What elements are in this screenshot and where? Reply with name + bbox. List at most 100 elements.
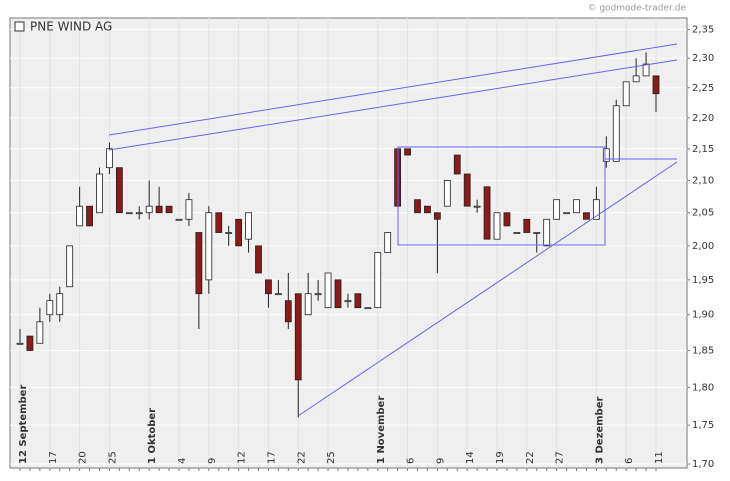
candle-body — [473, 205, 481, 208]
trend-line — [297, 161, 678, 417]
candle-body — [563, 212, 570, 215]
candle-body — [76, 205, 84, 227]
y-tick-label: 2,00 — [692, 241, 714, 252]
candle-body — [215, 212, 223, 233]
y-tick-label: 2,05 — [692, 208, 714, 219]
x-tick-label: 22 — [296, 451, 307, 464]
candle-body — [324, 272, 332, 309]
source: © godmode-trader.de — [587, 4, 686, 14]
candle-body — [195, 232, 203, 295]
x-tick-label: 9 — [435, 458, 446, 464]
candle-body — [612, 105, 620, 162]
candle-body — [294, 293, 302, 381]
candle-body — [523, 218, 531, 233]
x-tick-label: 11 — [654, 451, 665, 464]
x-tick-label: 6 — [406, 458, 417, 464]
range-box — [397, 146, 606, 246]
candle-body — [543, 218, 551, 247]
candle-body — [443, 179, 451, 207]
grid — [10, 18, 690, 471]
y-tick-label: 2,10 — [692, 175, 714, 186]
candle-body — [424, 205, 431, 214]
candle-body — [56, 293, 64, 316]
candle-body — [414, 199, 421, 214]
candle-body — [115, 167, 123, 214]
y-tick-label: 1,75 — [692, 420, 714, 431]
candle-body — [433, 212, 441, 220]
candle-body — [463, 173, 471, 207]
candle-body — [125, 212, 133, 215]
candle-body — [86, 205, 93, 227]
x-tick-label: 17 — [48, 451, 59, 464]
candle-body — [602, 148, 610, 162]
y-tick-label: 1,90 — [692, 310, 714, 321]
candle-body — [583, 212, 590, 220]
y-tick-label: 1,95 — [692, 275, 714, 286]
y-tick-label: 2,15 — [692, 144, 714, 155]
trend-line — [108, 59, 678, 151]
x-tick-label: 12 September — [18, 385, 29, 464]
candle-body — [66, 245, 74, 288]
candle-body — [175, 218, 183, 221]
x-tick-label: 25 — [326, 451, 337, 464]
x-tick-label: 1 Oktober — [147, 408, 158, 464]
legend-label: PNE WIND AG — [30, 20, 112, 34]
x-tick-label: 25 — [107, 451, 118, 464]
x-tick-label: 3 Dezember — [594, 397, 605, 464]
candle-body — [374, 252, 382, 309]
candle-body — [274, 293, 282, 296]
candle-body — [304, 293, 312, 316]
candle-body — [553, 199, 561, 220]
candle-body — [513, 232, 521, 234]
candle-body — [533, 232, 541, 234]
y-tick-label: 2,25 — [692, 83, 714, 94]
candle-body — [573, 199, 580, 214]
candle-body — [344, 300, 352, 303]
x-tick-label: 6 — [624, 458, 635, 464]
y-tick-label: 2,20 — [692, 113, 714, 124]
x-tick-label: 14 — [465, 451, 476, 464]
x-tick-label: 20 — [78, 451, 89, 464]
candle-body — [135, 212, 143, 215]
x-tick-label: 1 November — [376, 396, 387, 464]
x-tick-label: 9 — [207, 458, 218, 464]
candle-body — [185, 199, 193, 220]
x-tick-label: 17 — [266, 451, 277, 464]
candle-body — [622, 81, 630, 107]
candle-body — [652, 75, 660, 95]
candle-body — [205, 212, 213, 281]
x-tick-label: 22 — [525, 451, 536, 464]
y-tick-label: 2,35 — [692, 24, 714, 35]
candle-body — [235, 218, 243, 247]
candle-body — [642, 63, 650, 77]
candle-body — [384, 232, 392, 254]
candle-body — [493, 212, 501, 240]
candle-body — [354, 293, 362, 309]
legend-swatch — [14, 21, 25, 32]
x-tick-label: 12 — [237, 451, 248, 464]
candle-body — [26, 335, 34, 351]
y-tick-label: 1,85 — [692, 346, 714, 357]
x-tick-label: 19 — [495, 451, 506, 464]
candle-body — [364, 307, 372, 310]
plot-area — [9, 17, 688, 469]
candle-body — [453, 154, 461, 175]
candle-body — [284, 300, 292, 323]
candle-body — [165, 205, 173, 214]
candle-body — [145, 205, 153, 214]
candle-body — [255, 245, 262, 274]
candle-body — [483, 186, 491, 240]
candle-body — [314, 293, 322, 296]
candle-body — [632, 75, 640, 83]
trend-lines — [108, 43, 678, 417]
candle-body — [36, 321, 44, 344]
x-tick-label: 4 — [177, 458, 188, 464]
x-tick-label: 27 — [555, 451, 566, 464]
candle-body — [592, 199, 600, 220]
candle-body — [265, 279, 272, 295]
candle-body — [404, 148, 411, 156]
candle-body — [245, 212, 252, 240]
candle-body — [96, 173, 103, 214]
